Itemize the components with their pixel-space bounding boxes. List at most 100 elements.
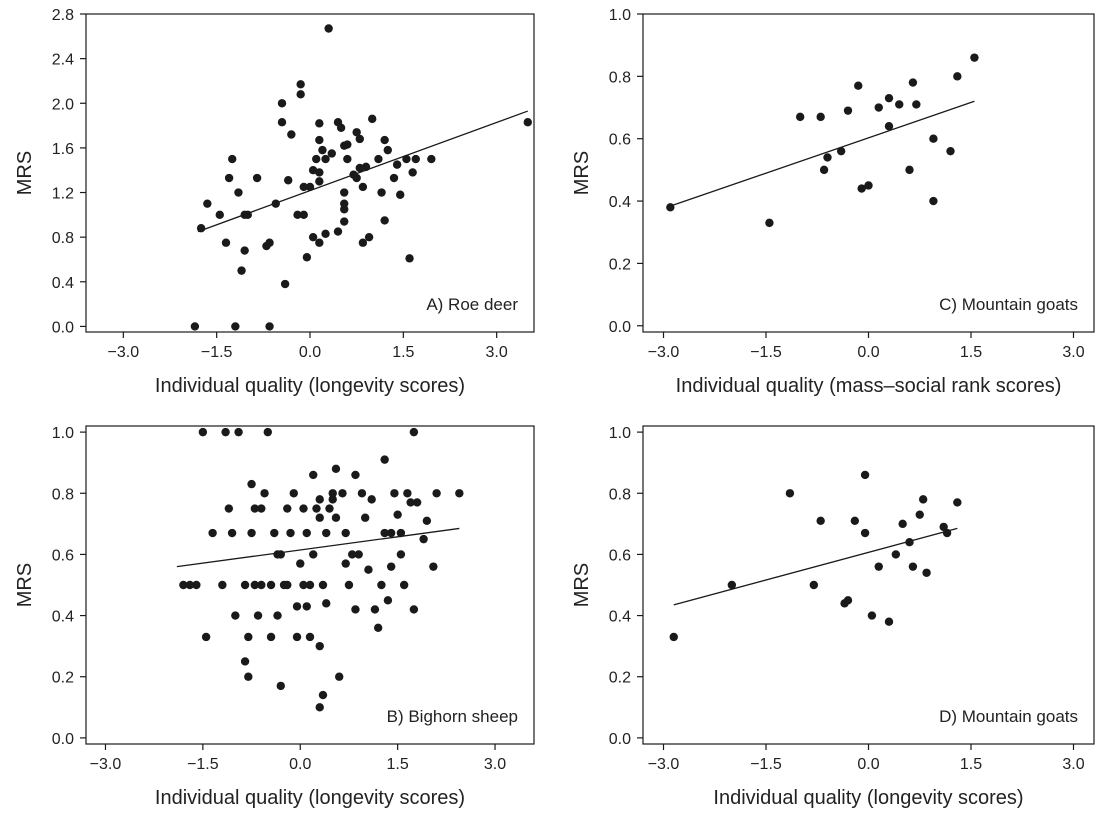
data-point xyxy=(406,498,415,507)
data-point xyxy=(380,528,389,538)
data-point xyxy=(309,470,318,480)
plot-frame xyxy=(642,13,1095,333)
y-tick-label: 0.2 xyxy=(609,670,631,687)
y-tick-label: 0.0 xyxy=(52,319,74,336)
data-point xyxy=(198,427,208,437)
data-point xyxy=(243,210,252,220)
data-point xyxy=(315,119,324,128)
data-point xyxy=(252,173,262,183)
data-point xyxy=(364,232,374,242)
data-point xyxy=(185,580,195,590)
x-axis-title: Individual quality (longevity scores) xyxy=(713,787,1023,808)
y-tick-label: 0.4 xyxy=(609,609,631,626)
data-point xyxy=(265,238,274,247)
y-tick-label: 0.6 xyxy=(609,132,631,149)
data-point xyxy=(368,114,377,124)
data-point xyxy=(318,580,328,590)
data-point xyxy=(344,580,354,590)
data-point xyxy=(244,672,253,681)
data-point xyxy=(377,188,386,197)
data-point xyxy=(392,160,402,169)
data-point xyxy=(396,528,406,538)
data-point xyxy=(340,217,349,226)
data-point xyxy=(854,81,863,90)
data-point xyxy=(953,72,962,81)
data-point xyxy=(836,146,846,156)
data-point xyxy=(234,427,243,437)
data-point xyxy=(283,580,292,590)
data-point xyxy=(305,632,315,642)
data-point xyxy=(331,513,341,522)
data-point xyxy=(328,495,337,504)
data-point xyxy=(201,632,211,642)
y-tick-label: 0.4 xyxy=(609,194,631,211)
data-point xyxy=(884,617,894,626)
x-tick-label: −1.5 xyxy=(750,756,782,773)
x-tick-label: 1.5 xyxy=(960,756,982,773)
data-point xyxy=(315,238,324,247)
data-point xyxy=(412,498,422,507)
regression-line xyxy=(176,527,460,568)
data-point xyxy=(666,203,675,212)
data-point xyxy=(427,154,436,164)
data-point xyxy=(864,181,873,190)
data-point xyxy=(389,173,399,183)
x-tick-label: 3.0 xyxy=(1062,756,1084,773)
x-tick-label: −3.0 xyxy=(648,344,680,361)
data-point xyxy=(299,210,308,220)
data-point xyxy=(227,528,237,538)
data-point xyxy=(315,135,324,145)
panel-label: C) Mountain goats xyxy=(939,295,1078,314)
data-point xyxy=(374,154,383,164)
data-point xyxy=(874,562,883,571)
data-point xyxy=(302,528,311,538)
data-point xyxy=(884,93,894,103)
data-point xyxy=(373,623,383,633)
data-point xyxy=(270,528,279,538)
data-point xyxy=(237,266,246,275)
y-tick-label: 0.4 xyxy=(52,275,74,292)
data-point xyxy=(360,513,370,522)
x-tick-label: −1.5 xyxy=(201,344,233,361)
x-tick-label: 0.0 xyxy=(857,344,879,361)
y-axis-title: MRS xyxy=(571,151,593,195)
x-tick-label: 1.5 xyxy=(392,344,414,361)
data-point xyxy=(891,550,901,559)
data-point xyxy=(322,599,331,608)
data-point xyxy=(351,605,360,614)
y-tick-label: 2.4 xyxy=(52,52,74,69)
data-point xyxy=(819,165,829,175)
data-point xyxy=(908,78,918,87)
data-point xyxy=(409,605,419,614)
chart-panel-b: −3.0 −1.5 0.0 1.5 3.0 0.0 0.2 0.4 0.6 0.8 1.0 Indiv… xyxy=(14,425,535,809)
data-point xyxy=(380,455,389,464)
data-point xyxy=(380,135,389,145)
data-point xyxy=(843,596,853,605)
data-point xyxy=(250,504,260,513)
data-point xyxy=(383,145,392,155)
data-point xyxy=(215,210,224,220)
data-point xyxy=(296,90,305,99)
regression-line xyxy=(197,110,529,233)
x-axis-title: Individual quality (longevity scores) xyxy=(155,787,465,808)
y-tick-label: 1.0 xyxy=(609,7,631,24)
data-point xyxy=(179,580,188,590)
data-point xyxy=(341,528,350,538)
data-point xyxy=(315,495,324,504)
data-point xyxy=(402,154,411,164)
x-tick-label: 3.0 xyxy=(486,344,508,361)
x-axis-title: Individual quality (mass–social rank sco… xyxy=(676,375,1062,397)
data-point xyxy=(905,537,914,547)
data-point xyxy=(302,602,311,611)
data-point xyxy=(284,176,293,185)
data-point xyxy=(324,24,333,33)
data-point xyxy=(308,232,318,242)
data-point xyxy=(343,154,352,164)
data-point xyxy=(263,427,272,437)
y-tick-label: 0.8 xyxy=(609,486,631,503)
data-point xyxy=(895,100,904,109)
data-point xyxy=(874,103,883,112)
data-point xyxy=(315,177,324,186)
